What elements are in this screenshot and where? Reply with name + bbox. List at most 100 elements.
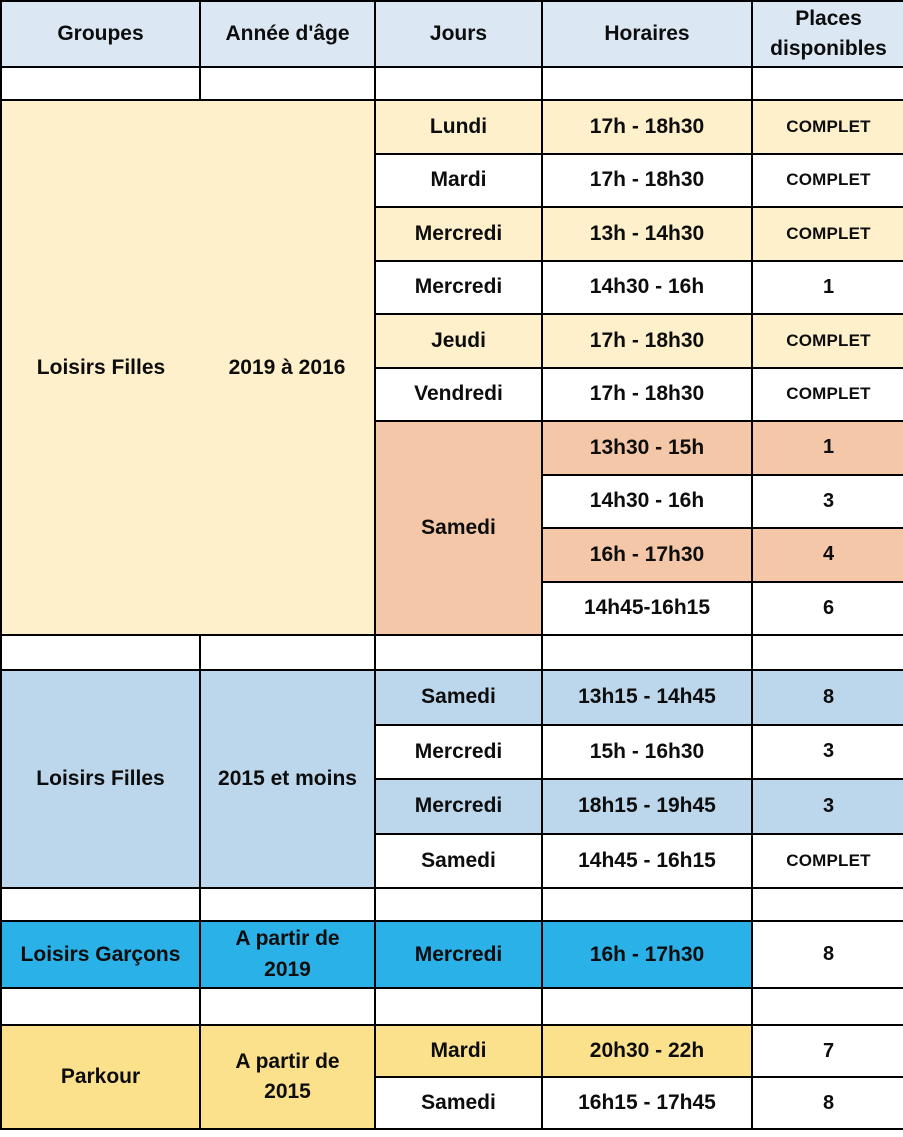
gap-cell (374, 987, 543, 1026)
schedule-row: Samedi 13h30 - 15h 1 (1, 420, 903, 636)
spacer-row (0, 887, 903, 922)
time-cell: 15h - 16h30 (541, 723, 753, 780)
places-cell: COMPLET (751, 206, 903, 262)
time-cell: 13h - 14h30 (541, 206, 753, 262)
schedule-row: Mardi 17h - 18h30 COMPLET (1, 152, 903, 208)
day-cell: Lundi (374, 99, 543, 155)
gap-cell (541, 66, 753, 101)
group-name-cell: Loisirs Filles (0, 99, 200, 636)
gap-cell (199, 66, 376, 101)
places-cell: 8 (751, 669, 903, 726)
places-cell: 3 (751, 778, 903, 835)
places-cell: 4 (751, 527, 903, 583)
schedule-row: Parkour A partir de 2015 Mardi 20h30 - 2… (0, 1024, 903, 1130)
group-age-cell: A partir de 2015 (199, 1024, 376, 1130)
places-cell: 3 (751, 473, 903, 529)
schedule-row: Mercredi 13h - 14h30 COMPLET (1, 206, 903, 262)
header-row: Groupes Année d'âge Jours Horaires Place… (0, 0, 903, 68)
gap-cell (374, 887, 543, 922)
schedule-row: Samedi 16h15 - 17h45 8 (1, 1076, 903, 1130)
header-horaires: Horaires (541, 0, 753, 68)
day-cell: Mercredi (374, 723, 543, 780)
gap-cell (751, 987, 903, 1026)
group-name-cell: Parkour (0, 1024, 201, 1130)
header-annee-age: Année d'âge (199, 0, 376, 68)
gap-cell (751, 887, 903, 922)
gap-cell (199, 634, 376, 671)
schedule-row: Mercredi 14h30 - 16h 1 (1, 259, 903, 315)
schedule-row: Samedi 14h45 - 16h15 COMPLET (1, 832, 903, 889)
gap-cell (751, 634, 903, 671)
schedule-row: Jeudi 17h - 18h30 COMPLET (1, 313, 903, 369)
places-cell: 7 (751, 1024, 903, 1078)
schedule-row: Loisirs Garçons A partir de 2019 Mercred… (0, 920, 903, 989)
places-cell: COMPLET (751, 366, 903, 422)
schedule-row: Loisirs Filles 2015 et moins Samedi 13h1… (0, 669, 903, 889)
time-cell: 16h - 17h30 (541, 527, 753, 583)
time-cell: 17h - 18h30 (541, 152, 753, 208)
gap-cell (541, 887, 753, 922)
places-cell: COMPLET (751, 152, 903, 208)
group-age-cell: A partir de 2019 (199, 920, 376, 989)
time-cell: 17h - 18h30 (541, 313, 753, 369)
day-cell: Mercredi (374, 778, 543, 835)
gap-cell (199, 987, 376, 1026)
schedule-row: 14h30 - 16h 3 (1, 473, 903, 529)
day-cell: Mardi (374, 1024, 543, 1078)
schedule-row: Mercredi 15h - 16h30 3 (1, 723, 903, 780)
schedule-row: Loisirs Filles 2019 à 2016 Lundi 17h - 1… (0, 99, 903, 636)
time-cell: 13h30 - 15h (541, 420, 753, 476)
places-cell: 8 (751, 1076, 903, 1130)
time-cell: 14h30 - 16h (541, 259, 753, 315)
schedule-row: Mercredi 18h15 - 19h45 3 (1, 778, 903, 835)
places-cell: 6 (751, 580, 903, 636)
spacer-row (0, 66, 903, 101)
day-cell: Vendredi (374, 366, 543, 422)
time-cell: 20h30 - 22h (541, 1024, 753, 1078)
header-jours: Jours (374, 0, 543, 68)
places-cell: 1 (751, 259, 903, 315)
time-cell: 18h15 - 19h45 (541, 778, 753, 835)
day-cell: Mercredi (374, 206, 543, 262)
header-groupes: Groupes (0, 0, 201, 68)
places-cell: COMPLET (751, 832, 903, 889)
day-cell: Mercredi (374, 259, 543, 315)
gap-cell (374, 66, 543, 101)
time-cell: 14h45-16h15 (541, 580, 753, 636)
group-name-cell: Loisirs Filles (0, 669, 201, 889)
time-cell: 14h45 - 16h15 (541, 832, 753, 889)
day-cell: Samedi (374, 1076, 543, 1130)
gap-cell (541, 634, 753, 671)
group-name-cell: Loisirs Garçons (0, 920, 201, 989)
gap-cell (374, 634, 543, 671)
places-cell: 1 (751, 420, 903, 476)
time-cell: 17h - 18h30 (541, 366, 753, 422)
time-cell: 14h30 - 16h (541, 473, 753, 529)
gap-cell (0, 987, 201, 1026)
group-age-cell: 2019 à 2016 (200, 99, 376, 636)
gap-cell (0, 634, 201, 671)
day-cell: Jeudi (374, 313, 543, 369)
time-cell: 16h - 17h30 (541, 920, 753, 989)
time-cell: 13h15 - 14h45 (541, 669, 753, 726)
places-cell: COMPLET (751, 313, 903, 369)
gap-cell (541, 987, 753, 1026)
header-places-disponibles: Places disponibles (751, 0, 903, 68)
time-cell: 16h15 - 17h45 (541, 1076, 753, 1130)
schedule-row: 14h45-16h15 6 (1, 580, 903, 636)
group-age-cell: 2015 et moins (199, 669, 376, 889)
day-cell-samedi: Samedi (374, 420, 543, 636)
day-cell: Samedi (374, 669, 543, 726)
day-cell: Mardi (374, 152, 543, 208)
day-cell: Samedi (374, 832, 543, 889)
gap-cell (0, 66, 201, 101)
spacer-row (0, 987, 903, 1026)
time-cell: 17h - 18h30 (541, 99, 753, 155)
places-cell: 8 (751, 920, 903, 989)
places-cell: COMPLET (751, 99, 903, 155)
places-cell: 3 (751, 723, 903, 780)
gap-cell (199, 887, 376, 922)
gap-cell (751, 66, 903, 101)
gap-cell (0, 887, 201, 922)
